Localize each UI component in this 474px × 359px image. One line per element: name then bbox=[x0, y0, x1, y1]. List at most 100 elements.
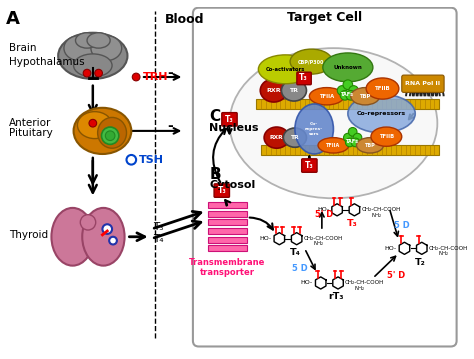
Ellipse shape bbox=[52, 208, 94, 266]
Text: TSH: TSH bbox=[139, 155, 164, 165]
Circle shape bbox=[95, 69, 102, 77]
Ellipse shape bbox=[98, 117, 127, 148]
Circle shape bbox=[349, 86, 358, 95]
Bar bbox=[208, 211, 247, 216]
Ellipse shape bbox=[282, 80, 307, 101]
Circle shape bbox=[343, 80, 353, 89]
Text: TBP: TBP bbox=[359, 94, 371, 99]
Bar bbox=[208, 202, 247, 208]
Text: TFIIA: TFIIA bbox=[326, 143, 340, 148]
Text: A: A bbox=[6, 10, 20, 28]
Text: TR: TR bbox=[291, 135, 299, 140]
Text: rT₃: rT₃ bbox=[328, 292, 344, 301]
Text: 5' D: 5' D bbox=[387, 271, 405, 280]
Ellipse shape bbox=[366, 78, 399, 99]
Text: RNA Pol II: RNA Pol II bbox=[405, 81, 440, 86]
Ellipse shape bbox=[258, 55, 312, 84]
Circle shape bbox=[351, 138, 360, 147]
Circle shape bbox=[346, 138, 354, 147]
Text: 5 D: 5 D bbox=[394, 221, 410, 230]
Ellipse shape bbox=[323, 53, 373, 82]
Text: -: - bbox=[167, 66, 173, 80]
Text: CH₂-CH-COOH: CH₂-CH-COOH bbox=[304, 236, 343, 241]
Circle shape bbox=[89, 119, 97, 127]
Text: T₃: T₃ bbox=[154, 222, 164, 232]
Text: TRH: TRH bbox=[143, 72, 168, 82]
Text: RXR: RXR bbox=[266, 88, 281, 93]
Circle shape bbox=[348, 127, 357, 136]
Ellipse shape bbox=[264, 127, 289, 148]
Circle shape bbox=[340, 90, 350, 100]
Ellipse shape bbox=[87, 33, 110, 48]
Text: HO-: HO- bbox=[259, 236, 271, 241]
Text: HO-: HO- bbox=[384, 246, 396, 251]
Circle shape bbox=[109, 237, 117, 244]
Bar bbox=[261, 145, 439, 155]
Text: Unknown: Unknown bbox=[334, 65, 362, 70]
Ellipse shape bbox=[73, 108, 131, 154]
Ellipse shape bbox=[80, 215, 96, 230]
Bar bbox=[208, 228, 247, 234]
FancyBboxPatch shape bbox=[193, 8, 456, 346]
Text: NH₂: NH₂ bbox=[371, 213, 381, 218]
Text: NH₂: NH₂ bbox=[313, 241, 323, 246]
Text: Cytosol: Cytosol bbox=[209, 180, 255, 190]
Text: CBP/P300: CBP/P300 bbox=[298, 59, 325, 64]
Ellipse shape bbox=[229, 48, 438, 198]
FancyBboxPatch shape bbox=[402, 75, 444, 92]
Text: Transmembrane: Transmembrane bbox=[190, 258, 266, 267]
Text: CH₂-CH-COOH: CH₂-CH-COOH bbox=[345, 280, 384, 285]
Text: Anterior: Anterior bbox=[9, 118, 52, 128]
Ellipse shape bbox=[58, 33, 128, 79]
Text: Target Cell: Target Cell bbox=[287, 11, 362, 24]
Ellipse shape bbox=[318, 137, 349, 153]
Bar bbox=[208, 219, 247, 225]
Text: HO-: HO- bbox=[301, 280, 313, 285]
FancyBboxPatch shape bbox=[222, 113, 237, 126]
Text: CH₂-CH-COOH: CH₂-CH-COOH bbox=[429, 246, 468, 251]
Text: NH₂: NH₂ bbox=[355, 286, 365, 291]
Text: TR: TR bbox=[290, 88, 299, 93]
Text: T₃: T₃ bbox=[347, 219, 358, 228]
Ellipse shape bbox=[351, 88, 380, 105]
Bar bbox=[256, 99, 439, 109]
Bar bbox=[208, 246, 247, 251]
Text: Thyroid: Thyroid bbox=[9, 230, 48, 240]
Circle shape bbox=[344, 133, 352, 142]
Ellipse shape bbox=[77, 112, 112, 139]
Text: T₃: T₃ bbox=[305, 161, 314, 170]
Text: Nucleus: Nucleus bbox=[209, 123, 259, 133]
Ellipse shape bbox=[371, 127, 402, 146]
Text: T₄: T₄ bbox=[290, 248, 301, 257]
Text: TFIIB: TFIIB bbox=[374, 86, 391, 91]
Text: transporter: transporter bbox=[200, 268, 255, 277]
Text: 5' D: 5' D bbox=[315, 210, 333, 219]
FancyBboxPatch shape bbox=[214, 184, 229, 197]
Ellipse shape bbox=[260, 79, 287, 102]
Text: C: C bbox=[209, 109, 220, 124]
Circle shape bbox=[105, 131, 115, 140]
Text: T₃: T₃ bbox=[299, 74, 308, 83]
Text: TAFs: TAFs bbox=[341, 92, 355, 97]
Circle shape bbox=[353, 133, 362, 142]
Text: 5 D: 5 D bbox=[292, 264, 308, 273]
Ellipse shape bbox=[64, 36, 95, 61]
Circle shape bbox=[337, 86, 347, 95]
Text: T₃: T₃ bbox=[218, 186, 226, 195]
Text: Co-
repres-
sors: Co- repres- sors bbox=[305, 122, 323, 136]
Ellipse shape bbox=[91, 36, 122, 61]
Text: B: B bbox=[209, 167, 221, 182]
Circle shape bbox=[346, 90, 356, 100]
Circle shape bbox=[102, 224, 112, 234]
Text: Hypothalamus: Hypothalamus bbox=[9, 57, 85, 67]
Text: Pituitary: Pituitary bbox=[9, 128, 53, 138]
Text: TBP: TBP bbox=[365, 143, 375, 148]
Ellipse shape bbox=[82, 208, 125, 266]
Text: Brain: Brain bbox=[9, 43, 36, 53]
Ellipse shape bbox=[290, 49, 332, 74]
Circle shape bbox=[127, 155, 136, 164]
Ellipse shape bbox=[283, 128, 307, 147]
Text: T₃: T₃ bbox=[225, 115, 234, 124]
Ellipse shape bbox=[295, 104, 333, 154]
Text: Co-repressors: Co-repressors bbox=[357, 111, 406, 116]
